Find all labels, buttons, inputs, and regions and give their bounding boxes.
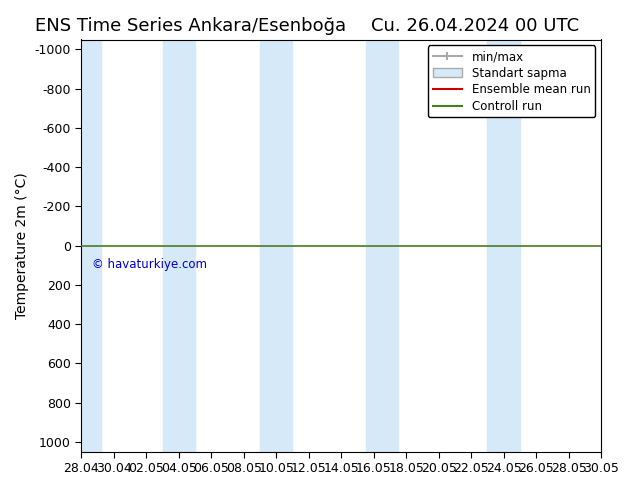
Bar bbox=[366, 40, 398, 452]
Bar bbox=[488, 40, 520, 452]
Text: © havaturkiye.com: © havaturkiye.com bbox=[92, 258, 207, 271]
Text: ENS Time Series Ankara/Esenboğa: ENS Time Series Ankara/Esenboğa bbox=[35, 17, 346, 35]
Y-axis label: Temperature 2m (°C): Temperature 2m (°C) bbox=[15, 172, 29, 319]
Bar bbox=[81, 40, 101, 452]
Legend: min/max, Standart sapma, Ensemble mean run, Controll run: min/max, Standart sapma, Ensemble mean r… bbox=[428, 46, 595, 118]
Bar bbox=[162, 40, 195, 452]
Text: Cu. 26.04.2024 00 UTC: Cu. 26.04.2024 00 UTC bbox=[372, 17, 579, 35]
Bar bbox=[260, 40, 292, 452]
